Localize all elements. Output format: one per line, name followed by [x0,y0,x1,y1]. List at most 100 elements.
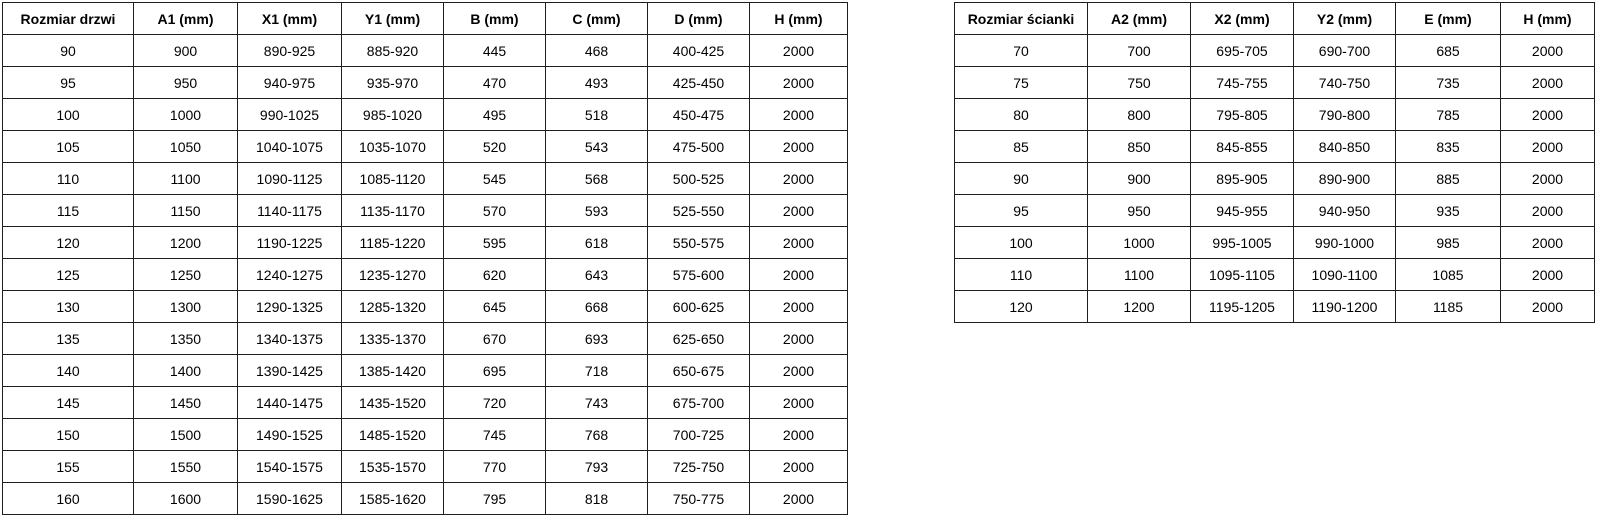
table-cell: 90 [954,162,1088,195]
table-row: 90 900 890-925 885-920 445 468 400-425 2000 [2,34,848,67]
table-cell: 1190-1225 [237,226,342,259]
table-cell: 2000 [749,226,848,259]
table-cell: 425-450 [647,66,750,99]
table-cell: 2000 [749,98,848,131]
table-cell: 1085 [1395,258,1501,291]
table-row: 70 700 695-705 690-700 685 2000 [954,34,1595,67]
table-cell: 695 [443,354,546,387]
table-cell: 785 [1395,98,1501,131]
column-header: Y1 (mm) [341,2,444,35]
table-cell: 885 [1395,162,1501,195]
table-cell: 718 [545,354,648,387]
column-header: H (mm) [1500,2,1595,35]
table-cell: 695-705 [1190,34,1294,67]
column-header: Y2 (mm) [1293,2,1396,35]
table-cell: 1400 [133,354,238,387]
table-cell: 795 [443,482,546,515]
table-cell: 1240-1275 [237,258,342,291]
table-cell: 450-475 [647,98,750,131]
table-cell: 935 [1395,194,1501,227]
table-cell: 2000 [749,130,848,163]
table-cell: 2000 [749,258,848,291]
table-cell: 743 [545,386,648,419]
table-cell: 100 [2,98,134,131]
table-cell: 690-700 [1293,34,1396,67]
table-cell: 890-900 [1293,162,1396,195]
table-row: 160 1600 1590-1625 1585-1620 795 818 750-775 20… [2,482,848,515]
table-cell: 135 [2,322,134,355]
table-cell: 1100 [1087,258,1191,291]
table-cell: 90 [2,34,134,67]
table-cell: 845-855 [1190,130,1294,163]
table-cell: 890-925 [237,34,342,67]
table-cell: 125 [2,258,134,291]
table-cell: 525-550 [647,194,750,227]
table-row: 115 1150 1140-1175 1135-1170 570 593 525-550 20… [2,194,848,227]
table-cell: 80 [954,98,1088,131]
table-cell: 1590-1625 [237,482,342,515]
table-row: 75 750 745-755 740-750 735 2000 [954,66,1595,99]
table-cell: 620 [443,258,546,291]
table-cell: 400-425 [647,34,750,67]
table-cell: 818 [545,482,648,515]
table-cell: 2000 [749,322,848,355]
table-row: 155 1550 1540-1575 1535-1570 770 793 725-750 20… [2,450,848,483]
table-cell: 1250 [133,258,238,291]
table-row: 105 1050 1040-1075 1035-1070 520 543 475-500 20… [2,130,848,163]
table-cell: 1195-1205 [1190,290,1294,323]
table-cell: 1000 [1087,226,1191,259]
table-cell: 1300 [133,290,238,323]
door-size-table: Rozmiar drzwi A1 (mm) X1 (mm) Y1 (mm) B (mm)… [2,2,848,515]
table-cell: 2000 [1500,98,1595,131]
table-cell: 2000 [749,162,848,195]
table-cell: 155 [2,450,134,483]
table-cell: 110 [954,258,1088,291]
table-cell: 593 [545,194,648,227]
table-cell: 543 [545,130,648,163]
table-cell: 625-650 [647,322,750,355]
table-cell: 2000 [1500,258,1595,291]
table-cell: 1285-1320 [341,290,444,323]
table-cell: 950 [1087,194,1191,227]
table-row: 130 1300 1290-1325 1285-1320 645 668 600-625 20… [2,290,848,323]
table-cell: 2000 [1500,162,1595,195]
table-cell: 1040-1075 [237,130,342,163]
table-cell: 130 [2,290,134,323]
column-header: Rozmiar ścianki [954,2,1088,35]
table-cell: 145 [2,386,134,419]
table-cell: 1340-1375 [237,322,342,355]
table-cell: 1390-1425 [237,354,342,387]
table-cell: 945-955 [1190,194,1294,227]
table-cell: 1035-1070 [341,130,444,163]
table-row: 150 1500 1490-1525 1485-1520 745 768 700-725 20… [2,418,848,451]
table-cell: 1535-1570 [341,450,444,483]
table-row: 135 1350 1340-1375 1335-1370 670 693 625-650 20… [2,322,848,355]
table-cell: 1200 [133,226,238,259]
table-cell: 790-800 [1293,98,1396,131]
table-cell: 1000 [133,98,238,131]
table-cell: 1150 [133,194,238,227]
table-cell: 735 [1395,66,1501,99]
table-cell: 1550 [133,450,238,483]
table-cell: 550-575 [647,226,750,259]
table-cell: 1490-1525 [237,418,342,451]
table-cell: 1185 [1395,290,1501,323]
table-cell: 120 [2,226,134,259]
table-cell: 85 [954,130,1088,163]
table-cell: 850 [1087,130,1191,163]
table-cell: 518 [545,98,648,131]
table-cell: 1435-1520 [341,386,444,419]
table-cell: 1090-1125 [237,162,342,195]
table-cell: 990-1025 [237,98,342,131]
table-cell: 2000 [749,34,848,67]
table-cell: 1135-1170 [341,194,444,227]
table-cell: 2000 [749,354,848,387]
table-cell: 670 [443,322,546,355]
table-cell: 160 [2,482,134,515]
table-cell: 2000 [749,482,848,515]
table-cell: 1100 [133,162,238,195]
table-cell: 150 [2,418,134,451]
table-cell: 768 [545,418,648,451]
table-cell: 940-950 [1293,194,1396,227]
table-row: 100 1000 990-1025 985-1020 495 518 450-475 2000 [2,98,848,131]
